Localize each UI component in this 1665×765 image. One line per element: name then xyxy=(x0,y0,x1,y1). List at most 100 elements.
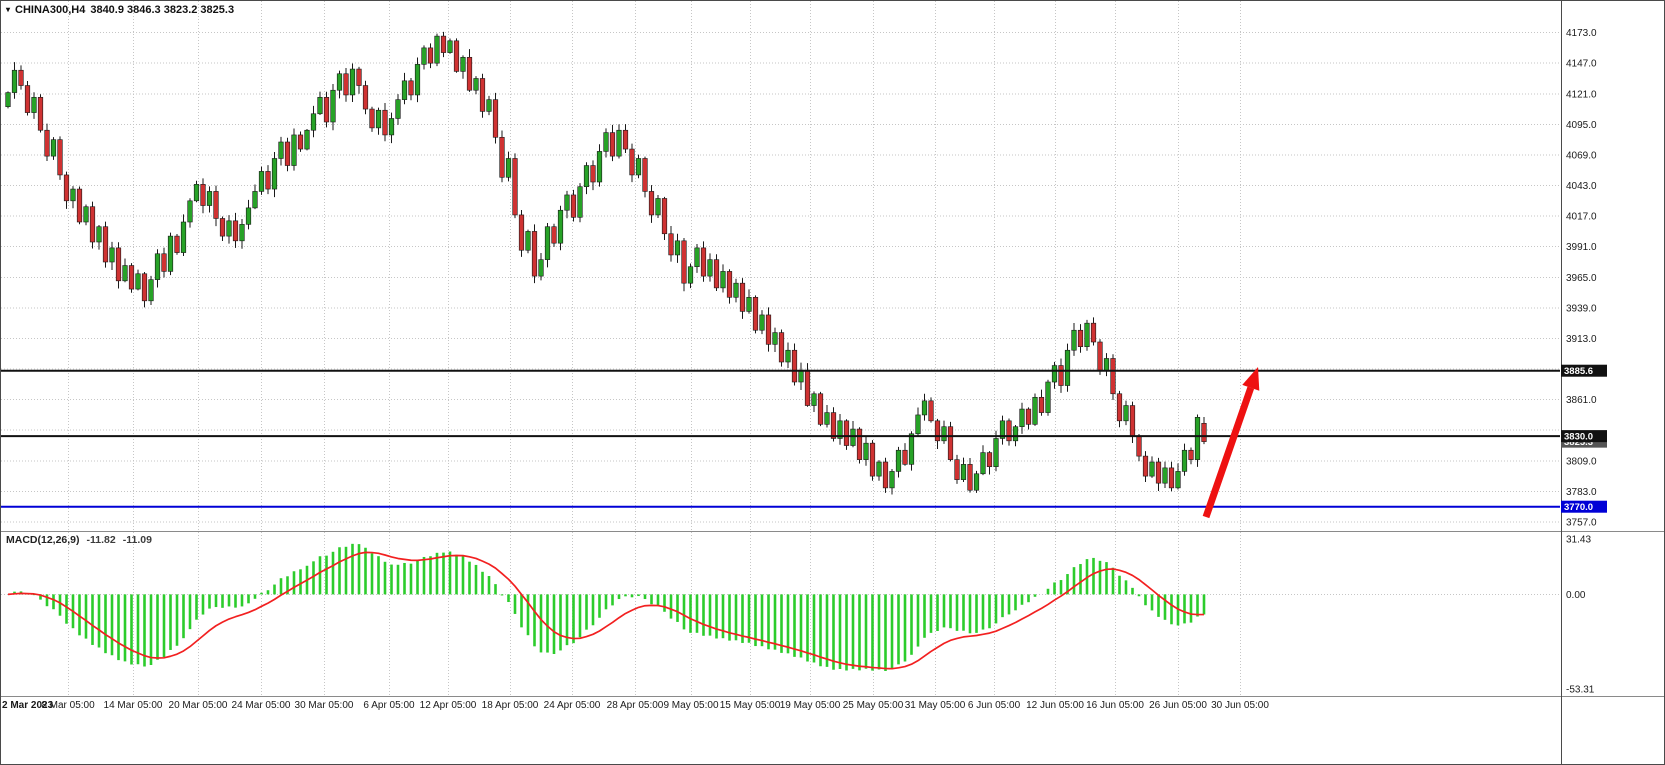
time-axis-label[interactable]: 6 Apr 05:00 xyxy=(363,700,415,711)
candle-up xyxy=(395,99,401,119)
time-axis-label[interactable]: 9 May 05:00 xyxy=(663,700,718,711)
price-tick-label[interactable]: 3965.0 xyxy=(1566,273,1597,284)
candle-up xyxy=(960,464,967,480)
candle-up xyxy=(226,220,232,237)
candle-up xyxy=(1162,467,1168,484)
candle-up xyxy=(388,118,395,136)
price-tick-label[interactable]: 3757.0 xyxy=(1566,518,1597,529)
time-axis-label[interactable]: 16 Jun 05:00 xyxy=(1086,700,1144,711)
candle-up xyxy=(414,64,421,96)
candle-down xyxy=(791,349,798,383)
candle-up xyxy=(694,247,700,268)
time-axis-label[interactable]: 30 Mar 05:00 xyxy=(295,700,354,711)
candle-down xyxy=(284,141,291,166)
time-axis-label[interactable]: 12 Apr 05:00 xyxy=(420,700,477,711)
candle-up xyxy=(837,420,843,439)
price-tick-label[interactable]: 3913.0 xyxy=(1566,334,1597,345)
level-price-chip xyxy=(1561,500,1607,513)
candle-up xyxy=(206,191,213,206)
candle-down xyxy=(590,165,596,183)
candle-up xyxy=(538,259,544,277)
level-price-chip xyxy=(1561,430,1607,443)
time-axis-label[interactable]: 18 Apr 05:00 xyxy=(482,700,539,711)
candle-up xyxy=(980,452,986,475)
candle-down xyxy=(947,426,954,460)
candle-up xyxy=(525,231,531,251)
price-tick-label[interactable]: 4017.0 xyxy=(1566,212,1597,223)
candle-up xyxy=(375,109,382,129)
time-axis-label[interactable]: 14 Mar 05:00 xyxy=(104,700,163,711)
candle-up xyxy=(148,279,154,302)
price-tick-label[interactable]: 4095.0 xyxy=(1566,120,1597,131)
candle-up xyxy=(876,461,882,477)
candle-up xyxy=(863,442,869,460)
candle-up xyxy=(505,158,512,178)
candle-down xyxy=(63,174,70,202)
candle-down xyxy=(141,273,148,302)
candle-up xyxy=(616,129,622,157)
candle-up xyxy=(291,134,297,166)
candle-down xyxy=(902,449,908,465)
trend-arrow-annotation[interactable] xyxy=(1202,367,1260,519)
time-axis-label[interactable]: 12 Jun 05:00 xyxy=(1026,700,1084,711)
candle-down xyxy=(739,282,746,312)
candle-up xyxy=(544,226,551,260)
candle-up xyxy=(271,158,278,190)
candle-down xyxy=(830,412,837,439)
time-axis-label[interactable]: 6 Jun 05:00 xyxy=(968,700,1021,711)
price-tick-label[interactable]: 4121.0 xyxy=(1566,89,1597,100)
time-axis-label[interactable]: 30 Jun 05:00 xyxy=(1211,700,1269,711)
time-axis-label[interactable]: 28 Apr 05:00 xyxy=(607,700,664,711)
time-axis-label[interactable]: 24 Mar 05:00 xyxy=(232,700,291,711)
candle-up xyxy=(193,184,200,202)
candle-up xyxy=(655,198,661,216)
price-tick-label[interactable]: 4147.0 xyxy=(1566,59,1597,70)
time-axis-label[interactable]: 8 Mar 05:00 xyxy=(41,700,95,711)
time-axis-label[interactable]: 26 Jun 05:00 xyxy=(1149,700,1207,711)
candle-down xyxy=(161,253,167,272)
candle-up xyxy=(258,171,265,192)
price-tick-label[interactable]: 3991.0 xyxy=(1566,242,1597,253)
time-axis-label[interactable]: 20 Mar 05:00 xyxy=(169,700,228,711)
time-axis-label[interactable]: 15 May 05:00 xyxy=(720,700,781,711)
candle-down xyxy=(882,461,889,489)
candle-down xyxy=(453,40,460,72)
price-tick-label[interactable]: 3783.0 xyxy=(1566,487,1597,498)
arrow-shaft xyxy=(1202,386,1255,519)
price-tick-label[interactable]: 3861.0 xyxy=(1566,395,1597,406)
candle-up xyxy=(824,412,830,425)
candle-up xyxy=(252,191,258,209)
time-axis-label[interactable]: 19 May 05:00 xyxy=(780,700,841,711)
candle-up xyxy=(785,349,791,363)
candle-up xyxy=(83,206,89,223)
candle-down xyxy=(297,134,304,150)
candle-up xyxy=(687,266,694,284)
candle-down xyxy=(804,369,811,406)
candle-up xyxy=(1064,349,1071,386)
time-axis-label[interactable]: 24 Apr 05:00 xyxy=(544,700,601,711)
candle-up xyxy=(557,209,564,244)
candle-down xyxy=(492,99,499,138)
time-axis-label[interactable]: 2 Mar 2023 xyxy=(2,700,54,711)
time-axis-label[interactable]: 25 May 05:00 xyxy=(843,700,904,711)
candle-up xyxy=(1084,322,1090,348)
candle-up xyxy=(772,332,778,345)
candle-down xyxy=(934,420,941,442)
candle-down xyxy=(174,235,180,253)
price-tick-label[interactable]: 4069.0 xyxy=(1566,150,1597,161)
price-tick-label[interactable]: 3809.0 xyxy=(1566,456,1597,467)
candle-up xyxy=(1045,381,1051,413)
candle-up xyxy=(1012,426,1019,442)
candle-down xyxy=(232,220,239,242)
price-tick-label[interactable]: 4043.0 xyxy=(1566,181,1597,192)
candle-down xyxy=(200,184,206,206)
macd-signal-line xyxy=(7,551,1205,670)
candle-down xyxy=(89,206,96,243)
candle-up xyxy=(759,314,765,331)
candle-down xyxy=(1077,329,1084,348)
candle-up xyxy=(1019,408,1025,428)
time-axis-label[interactable]: 31 May 05:00 xyxy=(905,700,966,711)
price-tick-label[interactable]: 3939.0 xyxy=(1566,303,1597,314)
price-tick-label[interactable]: 4173.0 xyxy=(1566,28,1597,39)
